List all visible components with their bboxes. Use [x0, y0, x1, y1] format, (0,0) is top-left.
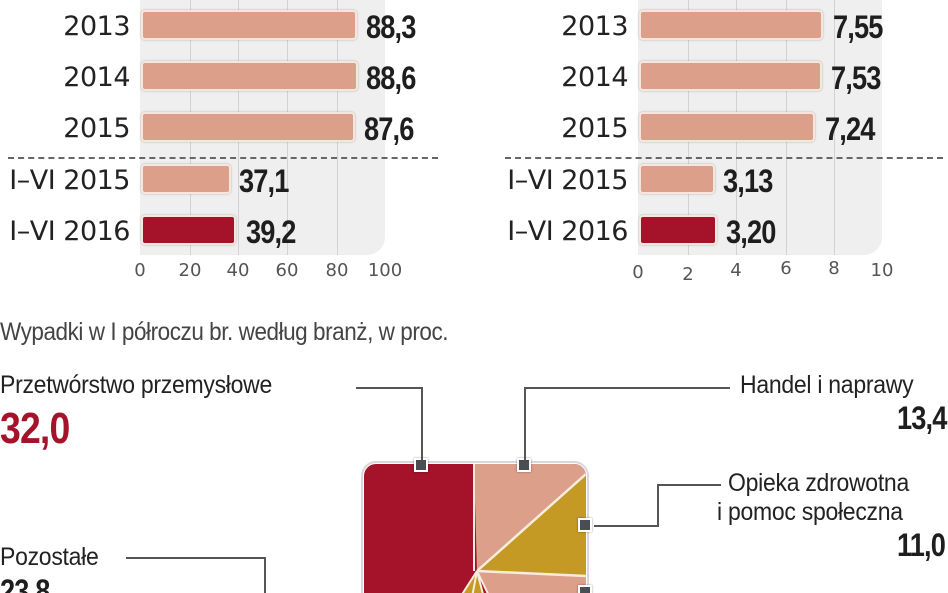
value-label: 3,20	[726, 214, 776, 250]
label-przetworstwo: Przetwórstwo przemysłowe	[0, 371, 273, 399]
marker-przetworstwo	[414, 458, 428, 472]
label-opieka-line2: i pomoc społeczna	[717, 498, 903, 526]
marker-opieka	[578, 518, 592, 532]
bar-h1-2016	[639, 215, 717, 245]
leader-line	[657, 484, 659, 527]
label-handel: Handel i naprawy	[740, 371, 914, 399]
x-tick: 4	[730, 260, 742, 281]
x-tick: 6	[780, 258, 792, 279]
bar-h1-2015	[639, 164, 715, 194]
value-label: 7,24	[825, 111, 875, 147]
bar-2015	[141, 112, 355, 142]
value-label: 7,53	[831, 60, 881, 96]
leader-line	[524, 387, 526, 460]
x-tick: 0	[134, 260, 146, 281]
x-tick: 0	[632, 262, 644, 283]
category-label: I–VI 2016	[507, 216, 628, 247]
category-label: 2015	[561, 113, 628, 144]
category-label: I–VI 2015	[9, 165, 130, 196]
separator-line	[8, 157, 438, 159]
category-label: 2014	[561, 62, 628, 93]
separator-line	[505, 157, 943, 159]
category-label: I–VI 2016	[9, 216, 130, 247]
x-tick: 20	[178, 260, 202, 281]
x-tick: 8	[828, 258, 840, 279]
x-tick: 40	[226, 260, 250, 281]
value-label: 3,13	[723, 163, 773, 199]
value-przetworstwo: 32,0	[0, 404, 70, 453]
category-label: 2015	[63, 113, 130, 144]
grid-line	[834, 0, 835, 255]
square-pie-graphic	[361, 461, 589, 593]
bar-h1-2015	[141, 164, 231, 194]
x-tick: 100	[367, 260, 403, 281]
x-tick: 80	[325, 260, 349, 281]
label-pozostale: Pozostałe	[0, 543, 99, 571]
category-label: 2013	[561, 11, 628, 42]
value-pozostale: 23,8	[0, 573, 50, 593]
category-label: 2014	[63, 62, 130, 93]
value-label: 88,6	[366, 60, 416, 96]
x-tick: 2	[682, 264, 694, 285]
value-label: 39,2	[246, 214, 296, 250]
category-label: I–VI 2015	[507, 165, 628, 196]
bar-2014	[141, 61, 358, 91]
bar-h1-2016	[141, 215, 236, 245]
bar-2013	[141, 10, 357, 40]
bar-2014	[639, 61, 822, 91]
bar-2015	[639, 112, 815, 142]
marker-pozostale-right	[578, 585, 592, 593]
leader-line	[524, 387, 730, 389]
x-tick: 60	[275, 260, 299, 281]
value-label: 7,55	[833, 9, 883, 45]
value-label: 37,1	[239, 163, 289, 199]
marker-handel	[517, 458, 531, 472]
leader-line	[126, 557, 266, 559]
value-label: 88,3	[366, 9, 416, 45]
leader-line	[264, 557, 266, 593]
bar-2013	[639, 10, 823, 40]
leader-line	[421, 387, 423, 460]
leader-line	[594, 525, 658, 527]
value-label: 87,6	[364, 111, 414, 147]
x-tick: 10	[870, 260, 894, 281]
category-label: 2013	[63, 11, 130, 42]
leader-line	[356, 387, 423, 389]
leader-line	[657, 484, 721, 486]
value-opieka: 11,0	[897, 527, 946, 563]
label-opieka-line1: Opieka zdrowotna	[728, 469, 909, 497]
pie-subtitle: Wypadki w I półroczu br. według branż, w…	[0, 318, 449, 346]
value-handel: 13,4	[897, 400, 947, 436]
